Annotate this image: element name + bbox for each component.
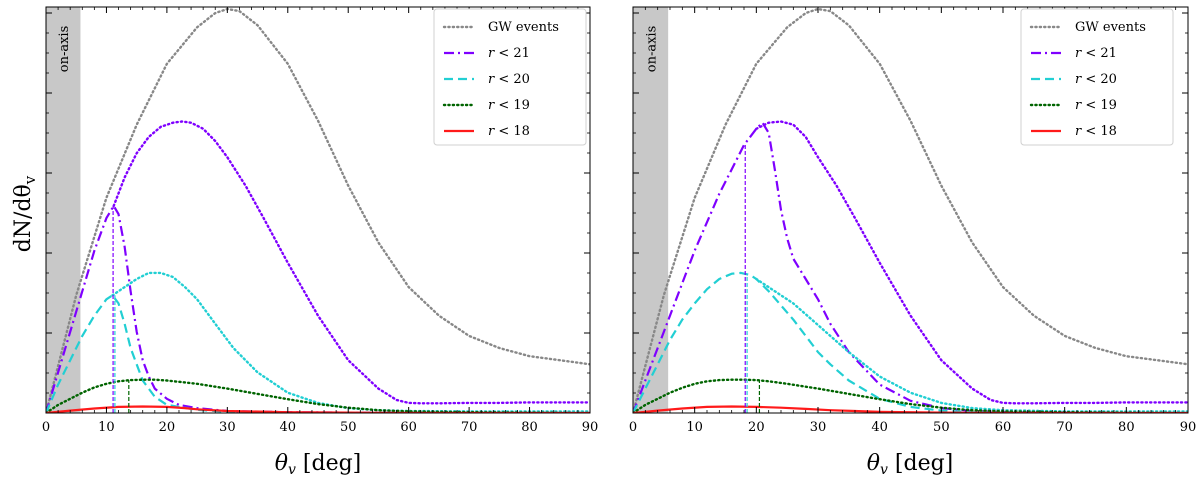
legend-label: r < 20 (1075, 72, 1117, 87)
series-line-r-21 (633, 121, 1188, 413)
legend-label: r < 19 (488, 98, 530, 113)
legend-box (1020, 8, 1174, 146)
x-tick-label: 90 (582, 420, 599, 435)
legend-label: GW events (488, 20, 559, 35)
x-tick-label: 60 (400, 420, 417, 435)
on-axis-label: on-axis (57, 26, 72, 73)
legend-label: GW events (1075, 20, 1146, 35)
x-tick-label: 60 (995, 420, 1012, 435)
x-tick-label: 10 (98, 420, 115, 435)
x-tick-label: 40 (871, 420, 888, 435)
x-tick-label: 0 (629, 420, 637, 435)
series-line-r-18 (46, 405, 590, 413)
legend-label: r < 21 (1075, 46, 1117, 61)
x-tick-label: 80 (1118, 420, 1135, 435)
plot-area: on-axis 0 10 20 30 40 50 60 70 80 90 GW events r < 2… (629, 6, 1197, 435)
legend-label: r < 20 (488, 72, 530, 87)
series-line-r-19 (633, 378, 1188, 413)
series-line-r-21-dotted- (112, 120, 590, 405)
legend-label: r < 19 (1075, 98, 1117, 113)
series-line-r-20-dotted- (111, 271, 590, 413)
plot-frame (632, 6, 1189, 414)
legend-label: r < 21 (488, 46, 530, 61)
x-tick-label: 30 (810, 420, 827, 435)
series-line-r-20 (633, 271, 1188, 413)
x-tick-label: 30 (219, 420, 236, 435)
y-axis-label: dN/dθv (11, 175, 39, 252)
x-tick-label: 20 (159, 420, 176, 435)
x-tick-label: 0 (42, 420, 50, 435)
legend-label: r < 18 (488, 124, 530, 139)
x-tick-label: 70 (1056, 420, 1073, 435)
series-line-gw-events (633, 7, 1188, 413)
legend-label: r < 18 (1075, 124, 1117, 139)
series-line-r-20 (46, 294, 590, 413)
right-panel: on-axis 0 10 20 30 40 50 60 70 80 90 GW events r < 2… (629, 6, 1197, 478)
series-line-r-21-dotted- (755, 120, 1188, 405)
x-tick-label: 80 (521, 420, 538, 435)
series-line-r-19 (46, 378, 590, 413)
series-line-r-21 (46, 204, 590, 413)
series-line-r-18 (633, 405, 1188, 413)
legend: GW events r < 21 r < 20 r < 19 r < 18 (1020, 8, 1174, 146)
x-tick-label: 90 (1180, 420, 1197, 435)
plot-area: on-axis 0 10 20 30 40 50 60 70 80 90 GW events r < 2… (42, 6, 599, 435)
series-line-r-20-dotted- (755, 277, 1188, 413)
series-line-gw-events (46, 7, 590, 413)
legend-box (433, 8, 587, 146)
x-tick-label: 40 (280, 420, 297, 435)
legend: GW events r < 21 r < 20 r < 19 r < 18 (433, 8, 587, 146)
x-tick-label: 20 (748, 420, 765, 435)
x-axis-label: θv [deg] (867, 451, 954, 478)
x-axis-label: θv [deg] (275, 451, 362, 478)
plot-frame (45, 6, 591, 414)
x-tick-label: 50 (933, 420, 950, 435)
series-group (46, 7, 590, 413)
left-panel: on-axis 0 10 20 30 40 50 60 70 80 90 GW events r < 2… (42, 6, 599, 478)
x-tick-label: 10 (686, 420, 703, 435)
x-tick-label: 70 (461, 420, 478, 435)
x-tick-label: 50 (340, 420, 357, 435)
on-axis-label: on-axis (645, 26, 660, 73)
